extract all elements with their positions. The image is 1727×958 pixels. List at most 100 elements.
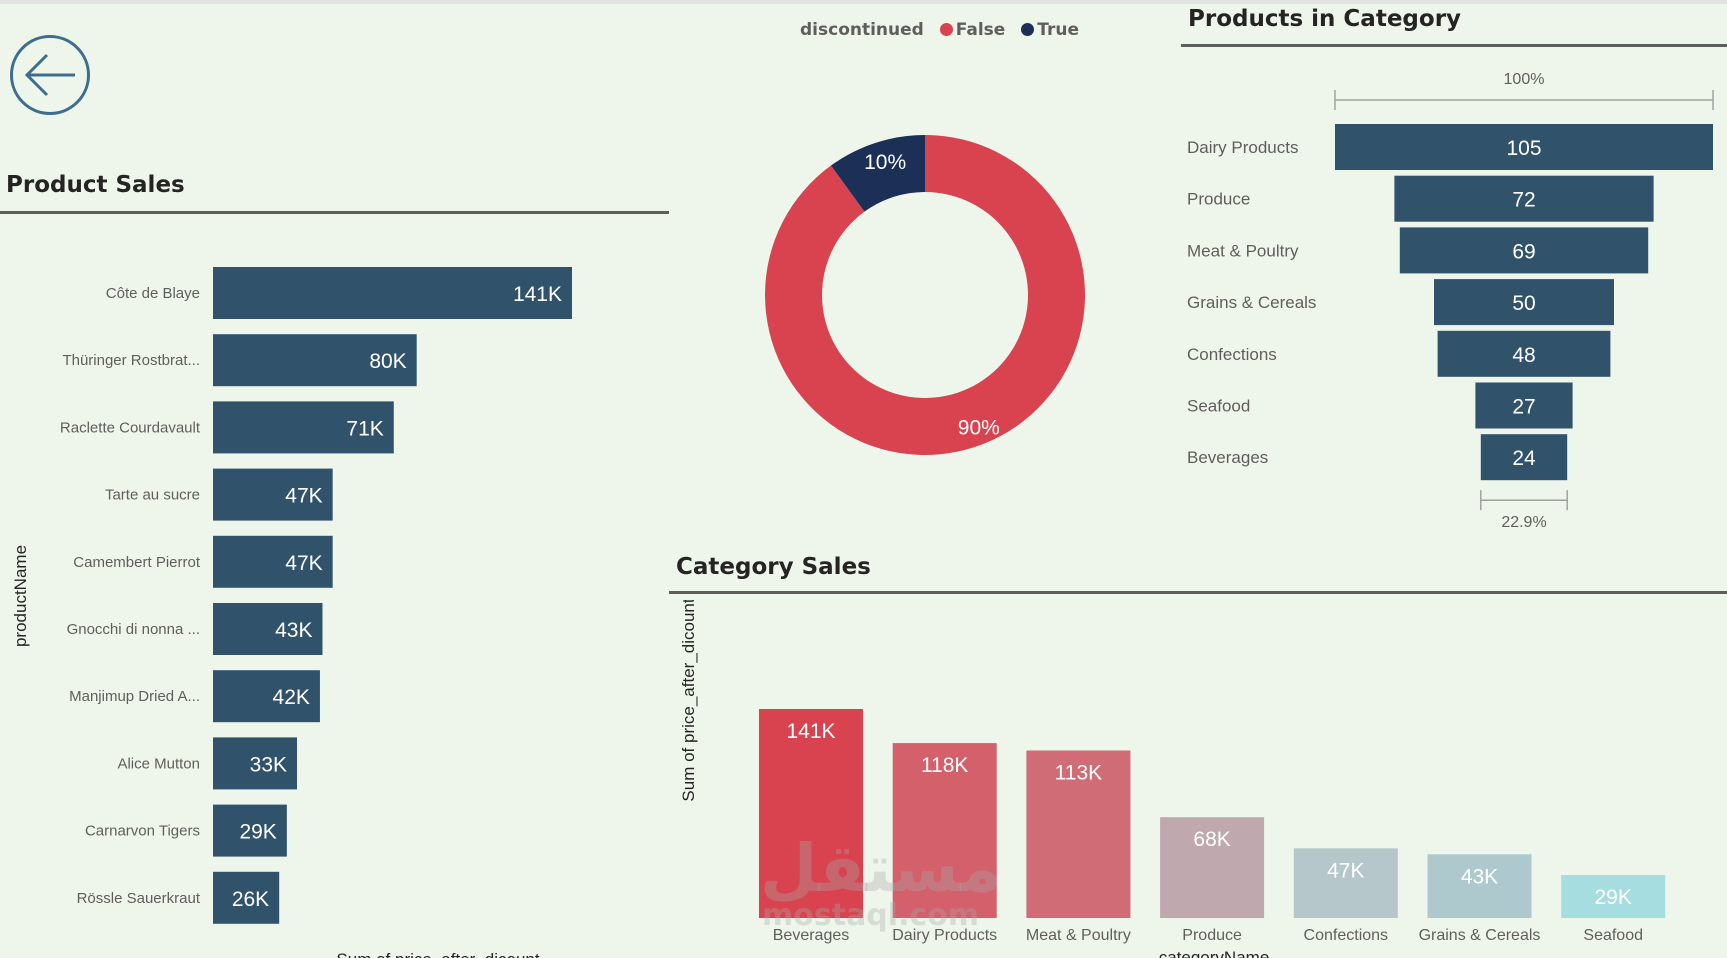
funnel-3-bar [1434, 279, 1614, 326]
category-sales-divider [669, 591, 1727, 594]
category-bar-3 [1160, 817, 1265, 918]
legend-dot-true [1021, 23, 1035, 36]
category-bar-6-value-label: 29K [1595, 886, 1632, 909]
products-in-category-divider [1181, 44, 1727, 47]
product-sales-title: Product Sales [6, 172, 185, 198]
funnel-top-label: 100% [1504, 71, 1545, 88]
product-9-label: Rössle Sauerkraut [77, 890, 201, 907]
legend-label-false: False [955, 20, 1006, 40]
funnel-2-bar [1399, 227, 1649, 274]
product-8-value-label: 29K [239, 821, 276, 844]
funnel-5-bar [1475, 382, 1573, 429]
legend-dot-false [939, 23, 953, 36]
funnel-1-bar [1394, 175, 1654, 222]
product-2-value-label: 71K [346, 417, 383, 440]
product-7-value-label: 33K [250, 753, 287, 776]
product-1-bar [213, 334, 417, 387]
category-bar-3-value-label: 68K [1193, 828, 1230, 851]
funnel-6-label: Beverages [1187, 448, 1268, 467]
category-bar-3-category-label: Produce [1182, 927, 1242, 944]
category-bar-1-value-label: 118K [921, 754, 969, 777]
product-6-value-label: 42K [273, 686, 310, 709]
funnel-4-value-label: 48 [1512, 344, 1535, 367]
product-3-bar [213, 468, 333, 521]
donut-label-true: 10% [864, 151, 906, 174]
funnel-6-bar [1480, 434, 1568, 481]
product-6-label: Manjimup Dried A... [69, 688, 200, 705]
category-bar-6-category-label: Seafood [1583, 927, 1643, 944]
legend-title: discontinued [800, 20, 924, 40]
product-2-bar [213, 401, 394, 454]
discontinued-donut-chart: 90% 10% [765, 135, 1085, 455]
product-6-bar [213, 670, 320, 723]
funnel-6-value-label: 24 [1512, 447, 1536, 470]
legend-item-false[interactable]: False [939, 20, 1006, 40]
product-1-label: Thüringer Rostbrat... [62, 352, 200, 369]
product-1-value-label: 80K [369, 350, 406, 373]
product-0-label: Côte de Blaye [106, 285, 200, 302]
product-9-bar [213, 871, 280, 924]
category-bar-0-value-label: 141K [786, 720, 835, 743]
category-sales-y-axis-title: Sum of price_after_dicount [679, 600, 698, 802]
donut-legend: discontinued False True [800, 20, 1079, 40]
category-bar-1-category-label: Dairy Products [892, 927, 997, 944]
product-4-label: Camembert Pierrot [73, 554, 201, 571]
product-sales-chart: Côte de Blaye 141K Thüringer Rostbrat... 80… [11, 267, 572, 958]
product-3-label: Tarte au sucre [105, 487, 200, 504]
category-bar-6 [1561, 875, 1666, 918]
funnel-1-label: Produce [1187, 190, 1250, 209]
product-sales-y-axis-title: productName [11, 545, 30, 647]
product-2-label: Raclette Courdavault [60, 419, 201, 436]
category-bar-4 [1293, 848, 1398, 918]
product-7-bar [213, 737, 298, 790]
funnel-0-value-label: 105 [1506, 137, 1541, 160]
product-5-label: Gnocchi di nonna ... [67, 621, 200, 638]
funnel-2-value-label: 69 [1512, 240, 1535, 263]
category-bar-5-category-label: Grains & Cereals [1419, 927, 1541, 944]
product-9-value-label: 26K [232, 888, 269, 911]
category-bar-2-category-label: Meat & Poultry [1026, 927, 1131, 944]
back-button[interactable] [9, 34, 91, 116]
product-5-value-label: 43K [275, 619, 312, 642]
legend-item-true[interactable]: True [1021, 20, 1079, 40]
category-bar-1 [892, 743, 997, 918]
top-border [0, 0, 1727, 4]
category-sales-title: Category Sales [676, 554, 871, 580]
funnel-4-bar [1437, 330, 1611, 377]
funnel-5-value-label: 27 [1512, 396, 1535, 419]
product-5-bar [213, 603, 323, 655]
category-sales-chart: 141K Beverages 118K Dairy Products 113K Meat … [679, 600, 1666, 958]
funnel-0-bar [1335, 124, 1713, 170]
products-in-category-title: Products in Category [1188, 6, 1462, 32]
category-bar-2-value-label: 113K [1055, 762, 1103, 785]
product-0-value-label: 141K [513, 283, 562, 306]
category-bar-0-category-label: Beverages [773, 927, 850, 944]
funnel-1-value-label: 72 [1512, 189, 1535, 212]
product-8-bar [213, 804, 287, 857]
category-bar-4-category-label: Confections [1304, 927, 1389, 944]
product-8-label: Carnarvon Tigers [85, 823, 200, 840]
products-in-category-funnel: 100% Dairy Products 105 Produce 72 Meat & Pou… [1187, 71, 1714, 531]
product-3-value-label: 47K [285, 485, 322, 508]
category-bar-2 [1026, 750, 1131, 918]
product-4-value-label: 47K [285, 552, 322, 575]
donut-label-false: 90% [958, 416, 1000, 439]
donut-slice-true [830, 135, 925, 212]
category-bar-4-value-label: 47K [1327, 859, 1364, 882]
funnel-4-label: Confections [1187, 345, 1277, 364]
product-7-label: Alice Mutton [117, 755, 200, 772]
funnel-5-label: Seafood [1187, 397, 1250, 416]
product-sales-x-axis-title: Sum of price_after_dicount [336, 950, 539, 958]
funnel-bottom-label: 22.9% [1501, 514, 1546, 531]
funnel-0-label: Dairy Products [1187, 138, 1298, 157]
funnel-2-label: Meat & Poultry [1187, 241, 1299, 260]
product-4-bar [213, 535, 333, 588]
category-sales-x-axis-title: categoryName [1159, 948, 1270, 958]
category-bar-0 [759, 709, 863, 918]
funnel-3-value-label: 50 [1512, 292, 1535, 315]
donut-slice-false [765, 135, 1085, 455]
category-bar-5-value-label: 43K [1461, 865, 1498, 888]
category-bar-5 [1427, 854, 1532, 918]
legend-label-true: True [1037, 20, 1080, 40]
funnel-3-label: Grains & Cereals [1187, 293, 1316, 312]
